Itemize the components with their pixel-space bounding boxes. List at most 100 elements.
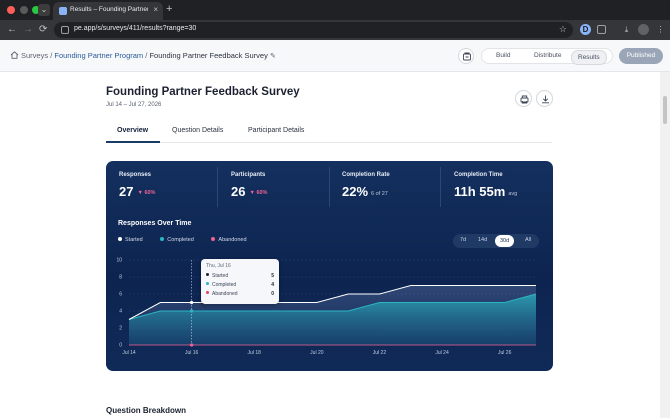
chart-tooltip: Thu, Jul 16 Started 5 Completed 4 Abandone…: [201, 259, 279, 304]
stat-label: Participants: [231, 172, 266, 178]
date-range-selector: 7d 14d 30d All: [453, 234, 539, 248]
started-dot-icon: [206, 273, 209, 276]
stat-number: 26: [231, 184, 246, 199]
range-7d[interactable]: 7d: [460, 237, 467, 243]
print-button[interactable]: [515, 90, 532, 107]
stat-value: 27 ▼ 60%: [119, 184, 155, 199]
browser-menu-icon[interactable]: ⋮: [656, 25, 665, 34]
legend-completed[interactable]: Completed: [160, 237, 202, 243]
y-tick-label: 2: [119, 326, 122, 332]
mode-results[interactable]: Results: [571, 50, 607, 65]
extensions-puzzle-icon[interactable]: [597, 25, 606, 34]
tab-question-details[interactable]: Question Details: [172, 127, 224, 134]
edit-pencil-icon[interactable]: ✎: [269, 53, 276, 60]
stat-divider: [440, 167, 441, 207]
x-tick-label: Jul 24: [435, 350, 449, 356]
mode-distribute[interactable]: Distribute: [534, 52, 562, 59]
download-icon[interactable]: ⤓: [624, 25, 629, 34]
browser-toolbar: ← → ⟳ pe.app/s/surveys/411/results?range…: [0, 20, 670, 40]
tooltip-value: 5: [271, 273, 274, 279]
stat-label: Responses: [119, 172, 152, 178]
back-icon[interactable]: ←: [7, 24, 17, 35]
address-url[interactable]: pe.app/s/surveys/411/results?range=30: [74, 25, 197, 32]
profile-avatar-icon[interactable]: [638, 24, 649, 35]
x-tick-label: Jul 14: [122, 350, 136, 356]
tooltip-label: Completed: [212, 282, 237, 288]
breadcrumb: Surveys / Founding Partner Program / Fou…: [10, 51, 276, 60]
mode-build[interactable]: Build: [496, 52, 511, 59]
y-tick-label: 4: [119, 309, 122, 315]
favicon-icon: [59, 7, 67, 15]
completed-area: [129, 294, 536, 345]
y-tick-label: 8: [119, 275, 122, 281]
tab-overview[interactable]: Overview: [117, 127, 149, 134]
responses-over-time-chart[interactable]: 0 2 4 6 8 10 Jul 14 Jul 16 Jul 18 Jul 20 Jul 22 Jul…: [106, 161, 553, 371]
published-status-badge[interactable]: Published: [619, 48, 663, 64]
stat-value: 26 ▼ 60%: [231, 184, 267, 199]
forward-icon[interactable]: →: [23, 24, 33, 35]
preview-icon[interactable]: [458, 48, 474, 64]
page-scrollbar[interactable]: [660, 72, 670, 418]
abandoned-point: [190, 343, 194, 347]
home-icon[interactable]: [10, 51, 19, 59]
maximize-window-icon[interactable]: [32, 6, 40, 14]
mouse-cursor-icon: ↖: [200, 301, 207, 310]
bookmark-star-icon[interactable]: ☆: [558, 24, 567, 34]
mode-switcher: Build Distribute Results: [481, 48, 613, 65]
stat-label: Completion Rate: [342, 172, 390, 178]
app-header: Surveys / Founding Partner Program / Fou…: [0, 40, 670, 72]
stat-number: 11h 55m: [454, 184, 506, 199]
tooltip-label: Started: [212, 273, 229, 279]
legend-label: Started: [125, 237, 143, 243]
tooltip-row-abandoned: Abandoned 0: [206, 291, 274, 297]
stat-delta: ▼ 60%: [137, 190, 156, 196]
tab-participant-details[interactable]: Participant Details: [248, 127, 305, 134]
abandoned-dot-icon: [211, 237, 216, 241]
completed-series-line: [128, 293, 537, 320]
chart-legend: Started Completed Abandoned: [118, 237, 263, 243]
download-icon: [542, 95, 549, 104]
tooltip-date: Thu, Jul 16: [206, 263, 231, 269]
active-tab-indicator: [106, 141, 160, 143]
reload-icon[interactable]: ⟳: [39, 24, 48, 35]
stat-label: Completion Time: [454, 172, 503, 178]
export-button[interactable]: [536, 90, 553, 107]
stat-divider: [217, 167, 218, 207]
x-tick-label: Jul 22: [373, 350, 387, 356]
legend-started[interactable]: Started: [118, 237, 151, 243]
legend-label: Abandoned: [218, 237, 247, 243]
page-title: Founding Partner Feedback Survey: [106, 86, 300, 98]
stat-number: 27: [119, 184, 134, 199]
stat-value: 22% 6 of 27: [342, 184, 388, 199]
y-tick-label: 10: [116, 258, 122, 264]
y-tick-label: 6: [119, 292, 122, 298]
scrollbar-thumb[interactable]: [663, 96, 667, 124]
tooltip-label: Abandoned: [212, 291, 238, 297]
minimize-window-icon[interactable]: [20, 6, 28, 14]
new-tab-icon[interactable]: +: [166, 3, 173, 15]
x-tick-label: Jul 16: [185, 350, 199, 356]
browser-tab-active[interactable]: Results – Founding Partner Fe ×: [53, 2, 163, 20]
range-14d[interactable]: 14d: [478, 237, 488, 243]
range-all[interactable]: All: [525, 237, 532, 243]
site-info-icon[interactable]: [61, 26, 69, 34]
stat-delta: ▼ 60%: [249, 190, 268, 196]
tooltip-value: 4: [271, 282, 274, 288]
legend-abandoned[interactable]: Abandoned: [211, 237, 254, 243]
range-30d[interactable]: 30d: [495, 235, 515, 247]
breadcrumb-program[interactable]: Founding Partner Program: [54, 51, 144, 60]
stat-value: 11h 55m avg: [454, 184, 517, 199]
breadcrumb-current: Founding Partner Feedback Survey: [149, 51, 268, 60]
stat-divider: [329, 167, 330, 207]
tab-search-icon[interactable]: ⌄: [38, 4, 50, 16]
breadcrumb-separator: /: [145, 51, 148, 60]
address-bar[interactable]: pe.app/s/surveys/411/results?range=30 ☆: [54, 22, 573, 38]
completed-point: [190, 309, 194, 313]
question-breakdown-heading: Question Breakdown: [106, 406, 187, 415]
breadcrumb-surveys[interactable]: Surveys: [21, 51, 49, 60]
abandoned-dot-icon: [206, 291, 209, 294]
extension-profile-icon[interactable]: D: [580, 24, 591, 35]
tab-close-icon[interactable]: ×: [153, 5, 158, 14]
chart-title: Responses Over Time: [118, 220, 192, 227]
close-window-icon[interactable]: [7, 6, 15, 14]
